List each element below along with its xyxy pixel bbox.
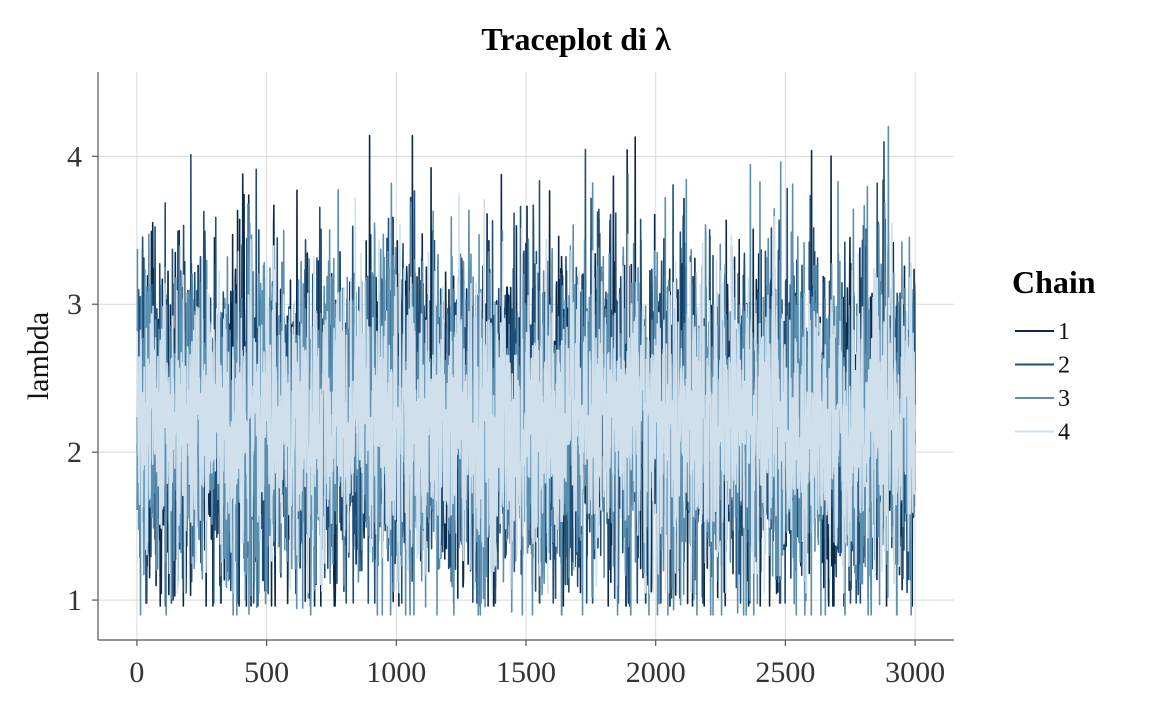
legend-label: 3 — [1058, 386, 1070, 412]
legend-title: Chain — [1012, 264, 1096, 300]
legend-label: 1 — [1058, 319, 1070, 345]
legend-item-3: 3 — [1015, 386, 1070, 412]
legend-label: 4 — [1058, 420, 1070, 446]
legend-item-1: 1 — [1015, 319, 1070, 345]
legend-items: 1 2 3 4 — [1015, 319, 1070, 446]
x-tick-label: 2000 — [626, 656, 686, 689]
legend-item-2: 2 — [1015, 353, 1070, 379]
y-axis-label: lambda — [22, 312, 55, 400]
legend-item-4: 4 — [1015, 420, 1070, 446]
x-tick-label: 2500 — [755, 656, 815, 689]
legend: Chain 1 2 3 4 — [1012, 264, 1096, 446]
x-tick-label: 1500 — [496, 656, 556, 689]
y-tick-label: 4 — [67, 140, 82, 173]
x-tick-label: 3000 — [885, 656, 945, 689]
x-tick-label: 0 — [129, 656, 144, 689]
x-tick-label: 1000 — [366, 656, 426, 689]
y-tick-label: 1 — [67, 584, 82, 617]
chart-title: Traceplot di λ — [481, 21, 671, 57]
legend-label: 2 — [1058, 353, 1070, 379]
series-chain-4 — [136, 192, 916, 594]
x-tick-label: 500 — [244, 656, 289, 689]
series-layer — [136, 125, 916, 616]
y-tick-label: 2 — [67, 436, 82, 469]
y-tick-label: 3 — [67, 288, 82, 321]
tick-labels: 0 500 1000 1500 2000 2500 3000 1 2 3 4 — [67, 140, 945, 689]
